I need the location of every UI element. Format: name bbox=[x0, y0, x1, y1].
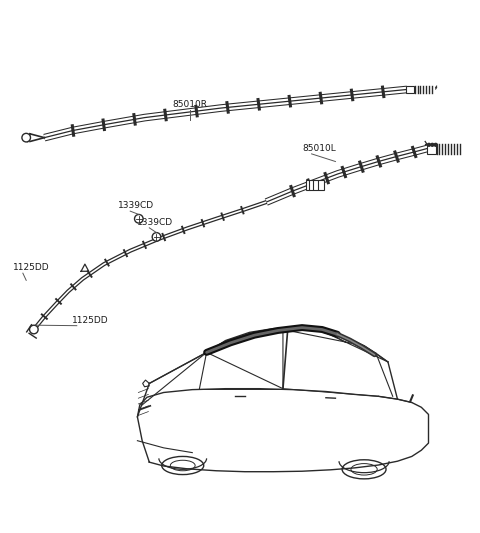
Text: 1125DD: 1125DD bbox=[72, 316, 108, 325]
Circle shape bbox=[22, 133, 31, 142]
Text: 1339CD: 1339CD bbox=[137, 218, 174, 227]
Circle shape bbox=[134, 214, 143, 223]
Circle shape bbox=[152, 232, 161, 241]
FancyBboxPatch shape bbox=[427, 144, 436, 154]
Circle shape bbox=[30, 325, 38, 334]
Text: 1339CD: 1339CD bbox=[118, 201, 155, 210]
FancyBboxPatch shape bbox=[406, 86, 414, 93]
FancyBboxPatch shape bbox=[306, 180, 324, 190]
Circle shape bbox=[434, 143, 437, 146]
Circle shape bbox=[431, 143, 434, 146]
Text: 1125DD: 1125DD bbox=[13, 263, 50, 272]
Text: 85010R: 85010R bbox=[172, 100, 207, 109]
Circle shape bbox=[428, 143, 431, 146]
Text: 85010L: 85010L bbox=[302, 144, 336, 153]
